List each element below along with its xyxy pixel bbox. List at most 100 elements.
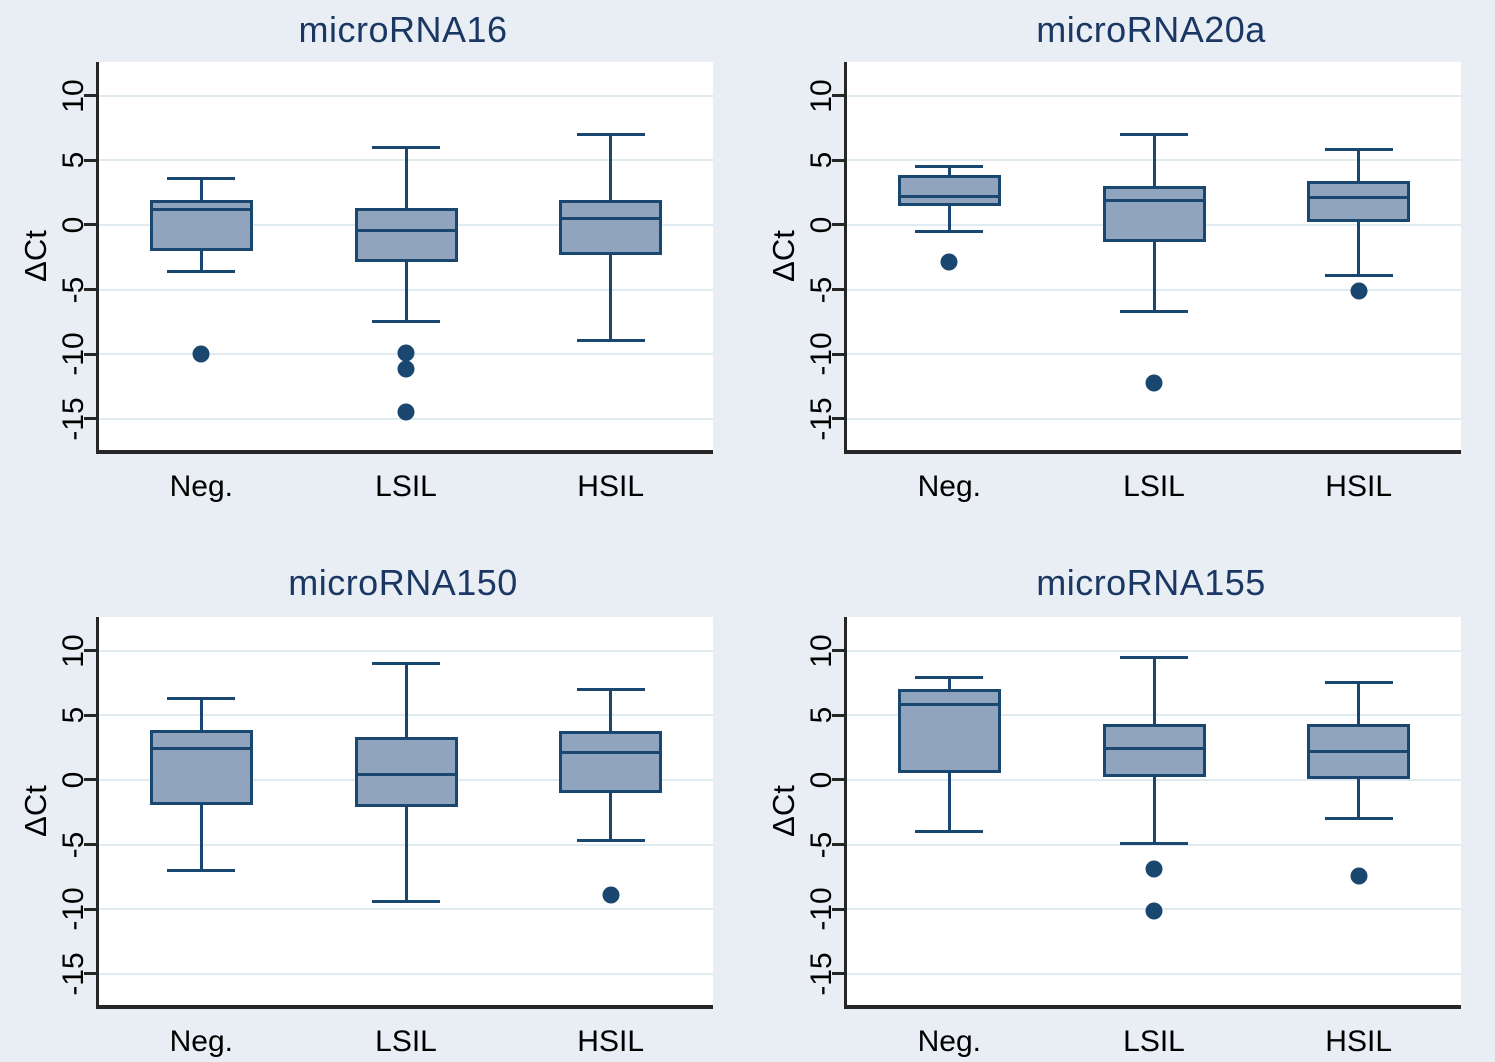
y-axis-label: ΔCt bbox=[18, 230, 53, 282]
box-iqr bbox=[559, 730, 663, 793]
gridline bbox=[99, 94, 713, 97]
y-tick-label: -10 bbox=[805, 887, 838, 931]
y-axis-tick bbox=[84, 843, 96, 847]
whisker-cap-upper bbox=[1120, 655, 1188, 659]
y-axis-tick bbox=[84, 223, 96, 227]
y-axis-tick bbox=[832, 288, 844, 292]
whisker-cap-upper bbox=[167, 176, 236, 180]
gridline bbox=[847, 353, 1461, 356]
x-category-label: Neg. bbox=[917, 470, 982, 503]
outlier-point bbox=[397, 344, 415, 362]
x-category-label: LSIL bbox=[375, 470, 437, 503]
y-tick-label: -10 bbox=[805, 332, 838, 376]
y-axis-tick bbox=[832, 158, 844, 162]
median-line bbox=[354, 228, 458, 232]
subplot-microrna20a: microRNA20a ΔCt 10 5 0 -5 -10 -15 Neg. LSIL HSIL bbox=[748, 0, 1495, 531]
outlier-point bbox=[397, 403, 415, 421]
x-category-label: HSIL bbox=[577, 470, 645, 503]
y-tick-label: 5 bbox=[805, 706, 838, 724]
subplot-title: microRNA150 bbox=[288, 562, 518, 603]
whisker-cap-lower bbox=[372, 900, 440, 904]
y-tick-label: -5 bbox=[57, 831, 90, 858]
median-line bbox=[559, 751, 663, 755]
whisker-cap-upper bbox=[576, 132, 645, 136]
box-iqr bbox=[1102, 724, 1206, 778]
y-axis-tick bbox=[832, 223, 844, 227]
whisker-cap-lower bbox=[915, 830, 984, 834]
y-axis-tick bbox=[832, 94, 844, 98]
y-axis-label: ΔCt bbox=[18, 785, 53, 837]
y-tick-label: -15 bbox=[805, 397, 838, 441]
whisker-cap-lower bbox=[576, 338, 645, 342]
box-iqr bbox=[354, 737, 458, 808]
gridline bbox=[847, 972, 1461, 975]
y-axis-tick bbox=[84, 158, 96, 162]
y-axis-tick bbox=[832, 713, 844, 717]
x-category-label: LSIL bbox=[1123, 470, 1185, 503]
y-tick-label: 0 bbox=[805, 216, 838, 234]
subplot-title: microRNA155 bbox=[1036, 562, 1266, 603]
gridline bbox=[99, 972, 713, 975]
y-tick-label: 0 bbox=[57, 771, 90, 789]
box-iqr bbox=[1307, 180, 1411, 223]
box-iqr bbox=[897, 174, 1001, 206]
y-axis-tick bbox=[84, 94, 96, 98]
whisker-cap-upper bbox=[1324, 681, 1393, 685]
y-axis-tick bbox=[832, 778, 844, 782]
outlier-point bbox=[1350, 867, 1368, 885]
x-category-label: HSIL bbox=[1325, 1025, 1393, 1058]
x-category-label: HSIL bbox=[577, 1025, 645, 1058]
y-axis-tick bbox=[84, 288, 96, 292]
subplot-title: microRNA16 bbox=[298, 9, 508, 50]
y-axis-tick bbox=[84, 352, 96, 356]
y-tick-label: -15 bbox=[805, 952, 838, 996]
x-category-label: LSIL bbox=[375, 1025, 437, 1058]
whisker-cap-lower bbox=[167, 868, 236, 872]
median-line bbox=[1307, 196, 1411, 200]
gridline bbox=[847, 649, 1461, 652]
y-axis-tick bbox=[832, 417, 844, 421]
y-tick-label: -15 bbox=[57, 952, 90, 996]
outlier-point bbox=[192, 345, 210, 363]
y-axis-tick bbox=[84, 972, 96, 976]
y-axis-tick bbox=[84, 713, 96, 717]
subplot-microrna155: microRNA155 ΔCt 10 5 0 -5 -10 -15 Neg. LSIL HSIL bbox=[748, 531, 1495, 1062]
whisker-cap-upper bbox=[167, 696, 236, 700]
box-iqr bbox=[1102, 186, 1206, 242]
y-tick-label: 0 bbox=[805, 771, 838, 789]
box-iqr bbox=[149, 729, 253, 805]
x-category-label: Neg. bbox=[169, 470, 234, 503]
median-line bbox=[354, 773, 458, 777]
y-axis-tick bbox=[84, 417, 96, 421]
whisker-cap-lower bbox=[1324, 273, 1393, 277]
y-tick-label: 10 bbox=[57, 78, 90, 113]
x-category-label: HSIL bbox=[1325, 470, 1393, 503]
median-line bbox=[149, 747, 253, 751]
whisker-cap-upper bbox=[372, 145, 440, 149]
y-axis-label: ΔCt bbox=[766, 230, 801, 282]
whisker-cap-lower bbox=[1120, 841, 1188, 845]
y-tick-label: 5 bbox=[805, 151, 838, 169]
y-axis-tick bbox=[84, 778, 96, 782]
y-tick-label: -10 bbox=[57, 887, 90, 931]
plot-area bbox=[96, 62, 713, 454]
box-iqr bbox=[897, 689, 1001, 774]
y-axis-tick bbox=[832, 907, 844, 911]
plot-area bbox=[96, 617, 713, 1009]
whisker-cap-upper bbox=[372, 662, 440, 666]
gridline bbox=[847, 94, 1461, 97]
plot-area bbox=[844, 617, 1461, 1009]
box-iqr bbox=[559, 200, 663, 255]
y-axis-tick bbox=[832, 843, 844, 847]
median-line bbox=[149, 207, 253, 211]
x-category-label: LSIL bbox=[1123, 1025, 1185, 1058]
whisker-cap-upper bbox=[1120, 132, 1188, 136]
whisker-cap-lower bbox=[576, 839, 645, 843]
median-line bbox=[897, 195, 1001, 198]
y-axis-label: ΔCt bbox=[766, 785, 801, 837]
y-axis-tick bbox=[832, 649, 844, 653]
whisker-cap-lower bbox=[1120, 310, 1188, 314]
whisker-cap-upper bbox=[576, 687, 645, 691]
gridline bbox=[99, 908, 713, 911]
outlier-point bbox=[1350, 282, 1368, 300]
